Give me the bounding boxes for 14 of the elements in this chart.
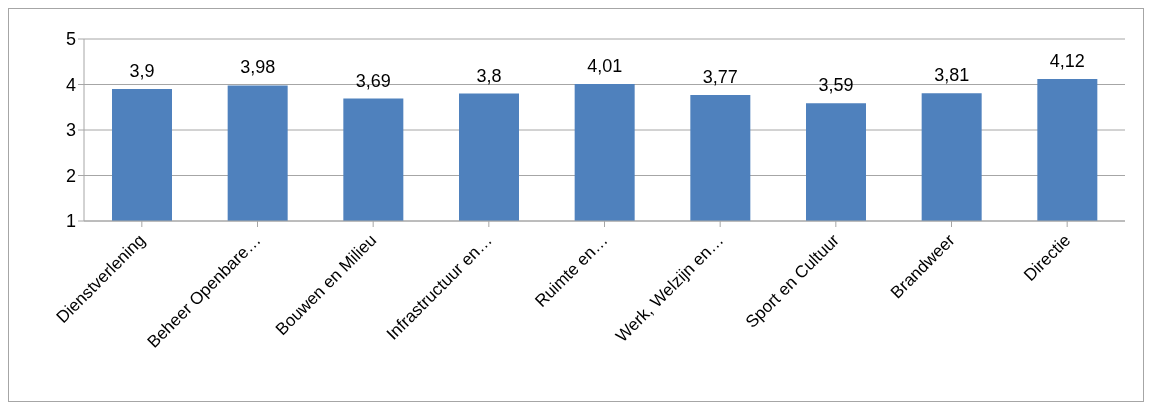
data-label: 3,9 [129, 61, 155, 82]
data-label: 3,98 [240, 57, 276, 78]
data-label: 3,8 [476, 65, 502, 86]
y-tick-label: 4 [65, 74, 76, 95]
y-tick-label: 5 [65, 29, 76, 50]
data-label: 3,77 [702, 66, 738, 87]
y-tick-label: 2 [65, 165, 76, 186]
data-label: 3,69 [355, 70, 391, 91]
y-tick-label: 3 [65, 120, 76, 141]
data-label: 4,12 [1049, 51, 1085, 72]
data-label: 4,01 [587, 56, 623, 77]
data-label: 3,59 [818, 75, 854, 96]
y-tick-label: 1 [65, 211, 76, 232]
data-label: 3,81 [934, 65, 970, 86]
